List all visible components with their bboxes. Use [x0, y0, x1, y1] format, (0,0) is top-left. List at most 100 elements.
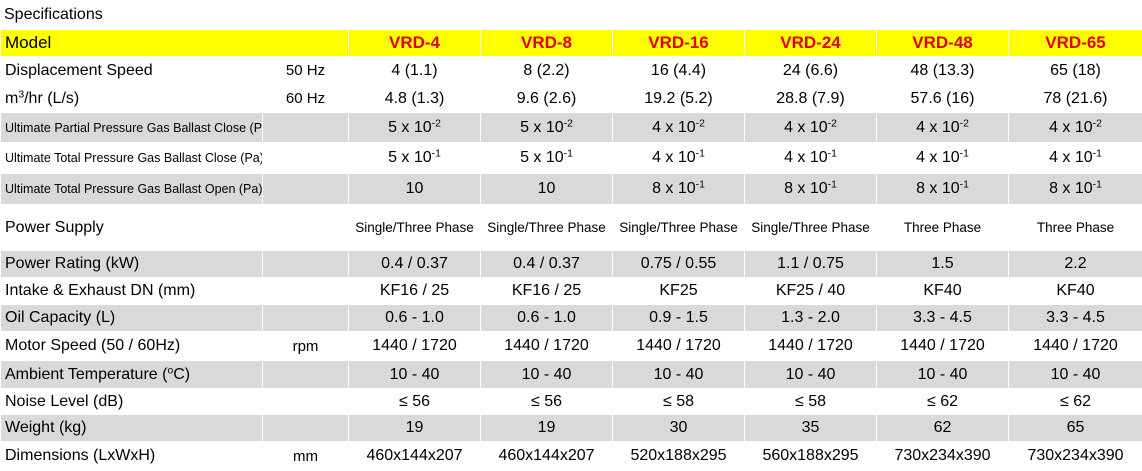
spec-value: KF40: [877, 278, 1009, 305]
spec-value: 8 x 10-1: [745, 174, 877, 205]
text-part: 4 x 10: [1049, 149, 1093, 166]
text-part: 4 x 10: [784, 149, 828, 166]
spec-value: 19: [481, 415, 613, 442]
spec-value: 1.5: [877, 251, 1009, 278]
superscript: -2: [696, 118, 705, 129]
row-unit: 60 Hz: [263, 85, 349, 113]
spec-value: Three Phase: [877, 205, 1009, 251]
text-part: 8 x 10: [1049, 180, 1093, 197]
model-name: VRD-48: [877, 30, 1009, 57]
spec-value: ≤ 62: [1009, 389, 1142, 415]
row-label: Weight (kg): [1, 415, 263, 442]
row-unit: [263, 305, 349, 332]
spec-value: 520x188x295: [613, 442, 745, 471]
spec-value: 4 (1.1): [349, 57, 481, 85]
spec-value: 78 (21.6): [1009, 85, 1142, 113]
spec-value: 28.8 (7.9): [745, 85, 877, 113]
superscript: -1: [1093, 179, 1102, 190]
text-part: 4 x 10: [652, 149, 696, 166]
spec-value: ≤ 62: [877, 389, 1009, 415]
spec-value: 16 (4.4): [613, 57, 745, 85]
spec-value: 4 x 10-1: [1009, 143, 1142, 174]
row-unit: [263, 205, 349, 251]
spec-value: 4 x 10-2: [877, 113, 1009, 143]
row-label: Power Rating (kW): [1, 251, 263, 278]
spec-value: 19.2 (5.2): [613, 85, 745, 113]
spec-value: 10 - 40: [481, 361, 613, 389]
row-label: Ultimate Total Pressure Gas Ballast Clos…: [1, 143, 263, 174]
spec-value: 10: [481, 174, 613, 205]
superscript: -1: [696, 179, 705, 190]
text-part: 4 x 10: [916, 119, 960, 136]
spec-value: 0.6 - 1.0: [349, 305, 481, 332]
text-part: 4 x 10: [1049, 119, 1093, 136]
spec-value: 4 x 10-2: [1009, 113, 1142, 143]
spec-value: 8 x 10-1: [613, 174, 745, 205]
model-name: VRD-65: [1009, 30, 1142, 57]
spec-value: 4.8 (1.3): [349, 85, 481, 113]
row-unit: [263, 143, 349, 174]
text-part: C): [173, 366, 190, 383]
spec-value: 0.4 / 0.37: [349, 251, 481, 278]
superscript: -1: [960, 179, 969, 190]
spec-value: 5 x 10-1: [481, 143, 613, 174]
superscript: -1: [828, 148, 837, 159]
spec-value: 10 - 40: [877, 361, 1009, 389]
spec-value: 65: [1009, 415, 1142, 442]
superscript: -2: [960, 118, 969, 129]
row-unit: [263, 174, 349, 205]
row-label: Motor Speed (50 / 60Hz): [1, 332, 263, 361]
text-part: 8 x 10: [652, 180, 696, 197]
spec-row: Ultimate Total Pressure Gas Ballast Open…: [1, 174, 1142, 205]
superscript: -2: [828, 118, 837, 129]
spec-value: 3.3 - 4.5: [877, 305, 1009, 332]
text-part: /hr (L/s): [24, 90, 79, 107]
spec-value: 5 x 10-2: [481, 113, 613, 143]
spec-value: 65 (18): [1009, 57, 1142, 85]
spec-value: ≤ 58: [745, 389, 877, 415]
spec-value: 35: [745, 415, 877, 442]
spec-value: 1440 / 1720: [745, 332, 877, 361]
spec-value: 3.3 - 4.5: [1009, 305, 1142, 332]
row-unit: [263, 389, 349, 415]
spec-value: 8 (2.2): [481, 57, 613, 85]
spec-value: 560x188x295: [745, 442, 877, 471]
superscript: -2: [432, 118, 441, 129]
text-part: 4 x 10: [784, 119, 828, 136]
text-part: 5 x 10: [388, 149, 432, 166]
text-part: 4 x 10: [652, 119, 696, 136]
spec-value: 1440 / 1720: [877, 332, 1009, 361]
row-label: Ultimate Partial Pressure Gas Ballast Cl…: [1, 113, 263, 143]
spec-value: 8 x 10-1: [877, 174, 1009, 205]
row-label: Ultimate Total Pressure Gas Ballast Open…: [1, 174, 263, 205]
row-unit: [263, 361, 349, 389]
spec-value: 5 x 10-1: [349, 143, 481, 174]
model-name: VRD-8: [481, 30, 613, 57]
superscript: -1: [960, 148, 969, 159]
row-unit: 50 Hz: [263, 57, 349, 85]
row-label: m3/hr (L/s): [1, 85, 263, 113]
spec-value: 10: [349, 174, 481, 205]
spec-value: 57.6 (16): [877, 85, 1009, 113]
text-part: 5 x 10: [520, 149, 564, 166]
spec-value: 1440 / 1720: [1009, 332, 1142, 361]
row-unit: [263, 278, 349, 305]
spec-value: KF40: [1009, 278, 1142, 305]
spec-value: 4 x 10-2: [613, 113, 745, 143]
model-name: VRD-16: [613, 30, 745, 57]
row-unit: mm: [263, 442, 349, 471]
spec-value: 730x234x390: [877, 442, 1009, 471]
spec-value: KF25: [613, 278, 745, 305]
superscript: -1: [564, 148, 573, 159]
page-title: Specifications: [0, 0, 1142, 29]
spec-value: 24 (6.6): [745, 57, 877, 85]
spec-value: KF16 / 25: [349, 278, 481, 305]
spec-value: 4 x 10-2: [745, 113, 877, 143]
